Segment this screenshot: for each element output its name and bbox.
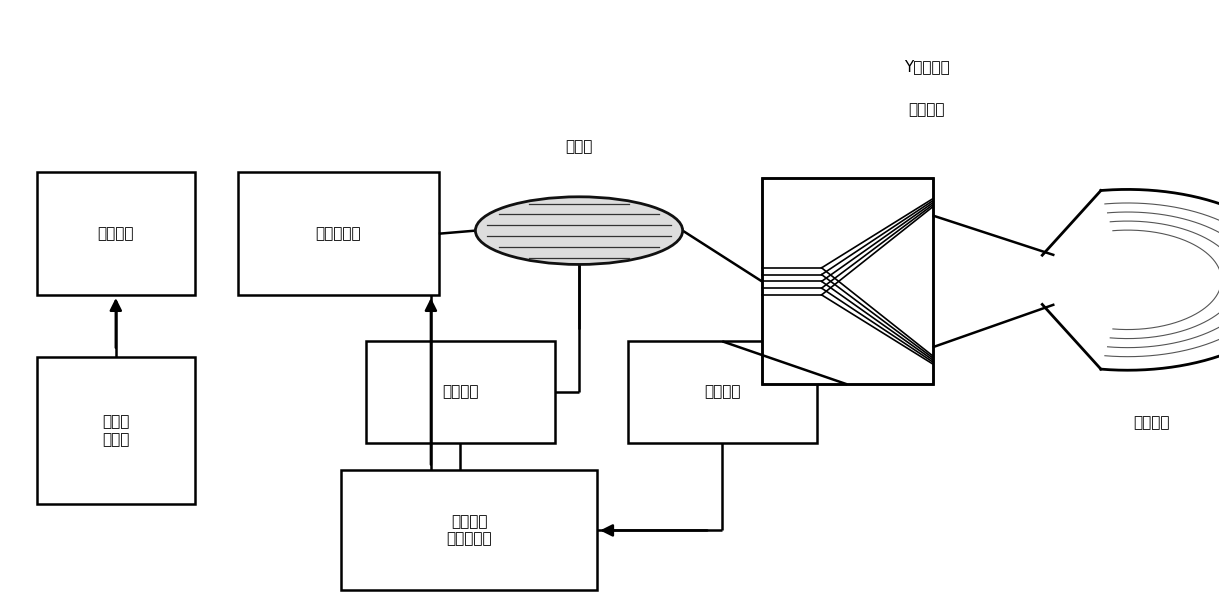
Text: 光纤线圈: 光纤线圈	[1134, 415, 1170, 430]
Bar	[37, 357, 195, 504]
Bar	[762, 178, 933, 384]
Bar	[238, 172, 439, 295]
Text: 耦合器: 耦合器	[566, 139, 592, 154]
Text: 光探测器: 光探测器	[705, 384, 740, 400]
Bar	[628, 341, 817, 443]
Text: Y分支集成: Y分支集成	[903, 59, 950, 74]
Text: 光学光路: 光学光路	[908, 102, 945, 117]
Text: 光纤电源: 光纤电源	[98, 226, 134, 241]
Text: 高带宽的
伺服控制器: 高带宽的 伺服控制器	[446, 514, 492, 547]
Bar	[341, 470, 597, 590]
Bar	[366, 341, 555, 443]
Text: 光探测器: 光探测器	[442, 384, 478, 400]
Ellipse shape	[475, 197, 683, 264]
Text: 泵浦电
流控制: 泵浦电 流控制	[102, 415, 129, 446]
Text: 强度调制器: 强度调制器	[316, 226, 361, 241]
Bar	[762, 178, 933, 384]
Bar	[37, 172, 195, 295]
